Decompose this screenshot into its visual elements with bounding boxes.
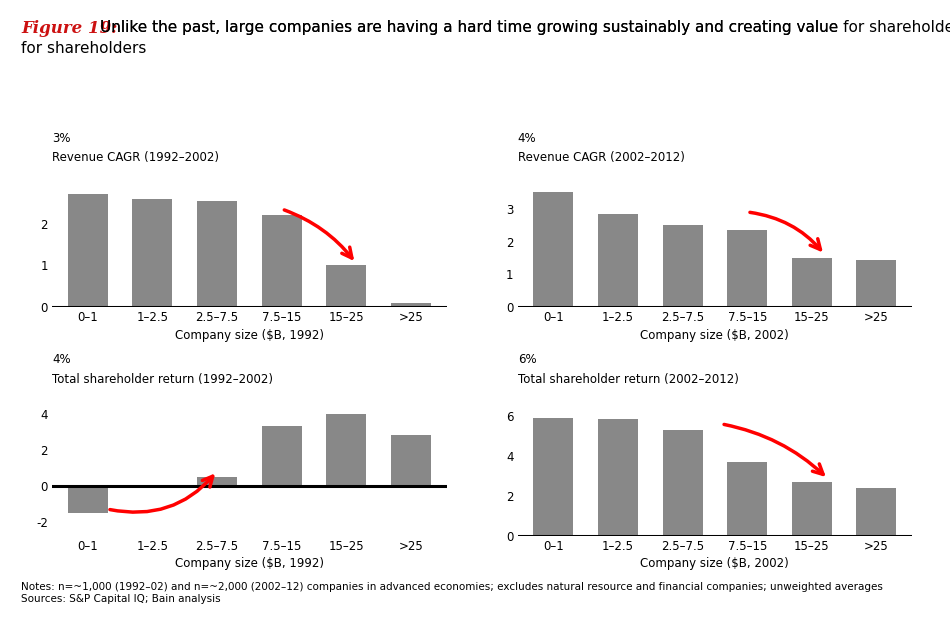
- Bar: [326, 265, 367, 307]
- Bar: [67, 194, 108, 307]
- Bar: [598, 419, 638, 536]
- Text: for shareholders: for shareholders: [21, 41, 146, 56]
- Bar: [326, 414, 367, 485]
- X-axis label: Company size ($B, 1992): Company size ($B, 1992): [175, 557, 324, 571]
- Text: Sources: S&P Capital IQ; Bain analysis: Sources: S&P Capital IQ; Bain analysis: [21, 594, 220, 604]
- X-axis label: Company size ($B, 1992): Company size ($B, 1992): [175, 329, 324, 342]
- Bar: [132, 199, 173, 307]
- Bar: [197, 201, 238, 307]
- Bar: [533, 192, 574, 307]
- Text: 4%: 4%: [518, 132, 537, 145]
- Bar: [727, 462, 768, 536]
- Text: Unlike the past, large companies are having a hard time growing sustainably and : Unlike the past, large companies are hav…: [100, 20, 838, 35]
- Bar: [261, 426, 302, 485]
- Bar: [197, 477, 238, 485]
- X-axis label: Company size ($B, 2002): Company size ($B, 2002): [640, 557, 789, 571]
- Bar: [67, 485, 108, 513]
- Text: Figure 19:: Figure 19:: [21, 20, 124, 37]
- Text: Total shareholder return (1992–2002): Total shareholder return (1992–2002): [52, 373, 274, 386]
- Bar: [856, 260, 897, 307]
- Bar: [662, 225, 703, 307]
- Text: TSR growth: TSR growth: [446, 366, 537, 380]
- Text: Revenue growth: Revenue growth: [428, 137, 556, 151]
- Text: 4%: 4%: [52, 353, 71, 366]
- Bar: [390, 303, 431, 307]
- Text: Notes: n=~1,000 (1992–02) and n=~2,000 (2002–12) companies in advanced economies: Notes: n=~1,000 (1992–02) and n=~2,000 (…: [21, 582, 883, 592]
- Bar: [662, 430, 703, 536]
- Text: Revenue CAGR (2002–2012): Revenue CAGR (2002–2012): [518, 151, 685, 164]
- Bar: [856, 488, 897, 536]
- Text: 3%: 3%: [52, 132, 70, 145]
- Bar: [390, 435, 431, 485]
- Bar: [791, 258, 832, 307]
- Bar: [132, 485, 173, 488]
- Text: 6%: 6%: [518, 353, 537, 366]
- Bar: [727, 230, 768, 307]
- Text: Revenue CAGR (1992–2002): Revenue CAGR (1992–2002): [52, 151, 219, 164]
- Bar: [791, 482, 832, 536]
- Bar: [598, 214, 638, 307]
- Text: Unlike the past, large companies are having a hard time growing sustainably and : Unlike the past, large companies are hav…: [100, 20, 950, 35]
- Bar: [261, 215, 302, 307]
- Bar: [533, 418, 574, 536]
- Text: Total shareholder return (2002–2012): Total shareholder return (2002–2012): [518, 373, 739, 386]
- X-axis label: Company size ($B, 2002): Company size ($B, 2002): [640, 329, 789, 342]
